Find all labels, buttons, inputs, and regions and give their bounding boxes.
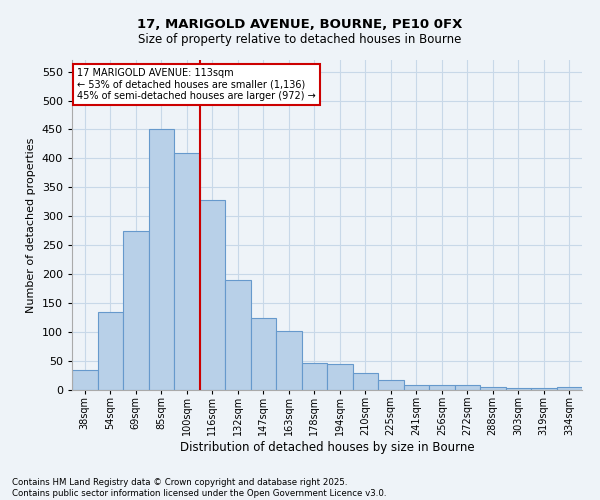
Bar [302,364,327,390]
Bar [429,386,455,390]
Bar [72,370,97,390]
Text: 17, MARIGOLD AVENUE, BOURNE, PE10 0FX: 17, MARIGOLD AVENUE, BOURNE, PE10 0FX [137,18,463,30]
Text: Size of property relative to detached houses in Bourne: Size of property relative to detached ho… [139,32,461,46]
Bar [378,380,404,390]
Bar [353,372,378,390]
Bar [505,388,531,390]
Bar [276,331,302,390]
Bar [404,386,429,390]
Bar [123,231,149,390]
Bar [480,387,505,390]
Bar [97,312,123,390]
Bar [225,280,251,390]
Text: Contains HM Land Registry data © Crown copyright and database right 2025.
Contai: Contains HM Land Registry data © Crown c… [12,478,386,498]
Bar [199,200,225,390]
X-axis label: Distribution of detached houses by size in Bourne: Distribution of detached houses by size … [179,440,475,454]
Bar [327,364,353,390]
Bar [531,388,557,390]
Y-axis label: Number of detached properties: Number of detached properties [26,138,36,312]
Bar [557,387,582,390]
Text: 17 MARIGOLD AVENUE: 113sqm
← 53% of detached houses are smaller (1,136)
45% of s: 17 MARIGOLD AVENUE: 113sqm ← 53% of deta… [77,68,316,102]
Bar [251,318,276,390]
Bar [149,130,174,390]
Bar [174,152,199,390]
Bar [455,385,480,390]
